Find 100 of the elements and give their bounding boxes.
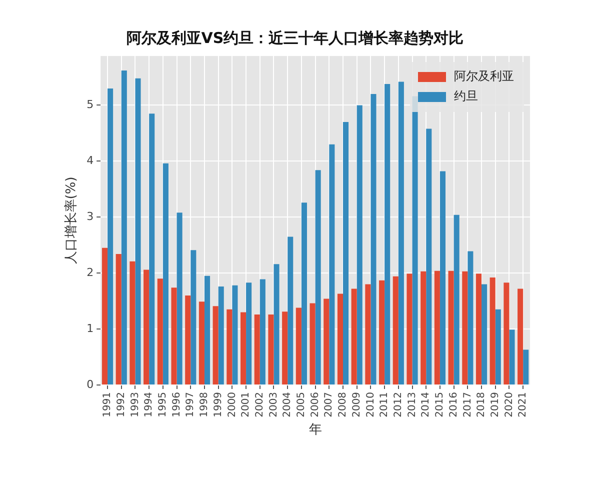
bar — [301, 202, 307, 384]
legend-label: 约旦 — [454, 89, 478, 104]
x-tick-label: 2015 — [434, 392, 446, 418]
bar — [495, 309, 501, 384]
bar — [268, 314, 274, 384]
legend-label: 阿尔及利亚 — [454, 69, 514, 84]
x-tick-label: 2004 — [282, 392, 294, 418]
x-tick-label: 1993 — [130, 392, 141, 418]
bar — [198, 302, 204, 384]
x-tick-label: 2000 — [226, 392, 238, 418]
bar — [448, 270, 454, 384]
bar — [462, 271, 468, 384]
bar — [509, 330, 515, 384]
bar — [504, 282, 510, 384]
bar — [246, 282, 252, 384]
y-tick-label: 1 — [86, 322, 94, 335]
x-tick-label: 1999 — [212, 392, 224, 418]
bar — [482, 284, 488, 384]
bar — [212, 306, 218, 384]
y-tick-label: 2 — [86, 266, 94, 279]
bar — [490, 278, 496, 384]
bar — [282, 312, 288, 384]
bar — [518, 288, 524, 384]
x-tick-label: 2008 — [338, 392, 349, 418]
x-tick-label: 1998 — [199, 392, 210, 418]
bar — [102, 248, 108, 384]
x-tick-label: 2005 — [296, 392, 308, 418]
x-tick-label: 2002 — [254, 392, 266, 418]
x-tick-label: 2003 — [268, 392, 280, 418]
bar — [254, 314, 260, 384]
bar — [204, 276, 210, 384]
bar — [329, 144, 335, 384]
x-tick-label: 2019 — [490, 392, 501, 418]
bar — [523, 350, 529, 384]
bar — [157, 278, 163, 384]
bar — [171, 288, 177, 384]
bar — [226, 309, 232, 384]
bar — [190, 250, 196, 384]
y-tick-label: 0 — [86, 378, 94, 391]
bar — [218, 286, 224, 384]
bar — [379, 280, 385, 384]
bar — [454, 214, 460, 384]
y-tick-label: 3 — [86, 210, 94, 223]
bar — [176, 212, 182, 384]
bar — [296, 308, 302, 384]
x-axis-title: 年 — [308, 422, 322, 438]
bar — [434, 270, 440, 384]
bar — [144, 270, 150, 384]
bar — [343, 122, 349, 384]
bar — [370, 94, 376, 384]
x-tick-label: 1991 — [102, 392, 114, 418]
chart-title: 阿尔及利亚VS约旦：近三十年人口增长率趋势对比 — [126, 28, 464, 47]
bar — [232, 285, 238, 384]
x-tick-label: 2012 — [393, 392, 404, 418]
x-tick-label: 2016 — [448, 392, 460, 418]
x-tick-label: 2009 — [351, 392, 362, 418]
x-tick-label: 2017 — [462, 392, 474, 418]
x-tick-label: 2020 — [504, 392, 515, 418]
x-tick-label: 2014 — [420, 392, 432, 418]
bar — [149, 114, 155, 384]
bar — [240, 312, 246, 384]
x-tick-label: 2001 — [240, 392, 252, 418]
bar — [121, 70, 127, 384]
bar — [476, 274, 482, 384]
bar — [351, 288, 357, 384]
bar — [406, 274, 412, 384]
x-tick-label: 2011 — [379, 392, 390, 418]
x-tick-label: 1996 — [171, 392, 182, 418]
bar — [274, 264, 280, 384]
bar — [468, 251, 474, 384]
bar — [116, 254, 122, 384]
y-tick-label: 4 — [86, 154, 94, 168]
bar — [185, 295, 191, 384]
bar — [392, 276, 398, 384]
bar — [260, 279, 266, 384]
bar — [315, 170, 321, 384]
bar — [130, 261, 136, 384]
y-tick-label: 5 — [86, 98, 94, 112]
x-tick-label: 2006 — [310, 392, 321, 418]
bar — [337, 294, 344, 384]
x-tick-label: 2007 — [324, 392, 335, 418]
bar — [324, 298, 330, 384]
bar — [356, 105, 362, 384]
x-tick-label: 1992 — [116, 392, 127, 418]
bar — [310, 303, 316, 384]
x-tick-label: 2021 — [518, 392, 529, 418]
bar — [398, 82, 404, 384]
bar — [440, 171, 446, 384]
x-tick-label: 1995 — [158, 392, 169, 418]
bar — [108, 88, 114, 384]
bar — [135, 78, 141, 384]
bar — [365, 284, 371, 384]
bar — [426, 128, 432, 384]
bar — [288, 236, 294, 384]
x-tick-label: 1994 — [144, 392, 155, 418]
x-tick-label: 2010 — [365, 392, 376, 418]
x-tick-label: 2018 — [476, 392, 488, 418]
bar — [162, 163, 168, 384]
x-tick-label: 1997 — [185, 392, 196, 418]
x-tick-label: 2013 — [406, 392, 418, 418]
